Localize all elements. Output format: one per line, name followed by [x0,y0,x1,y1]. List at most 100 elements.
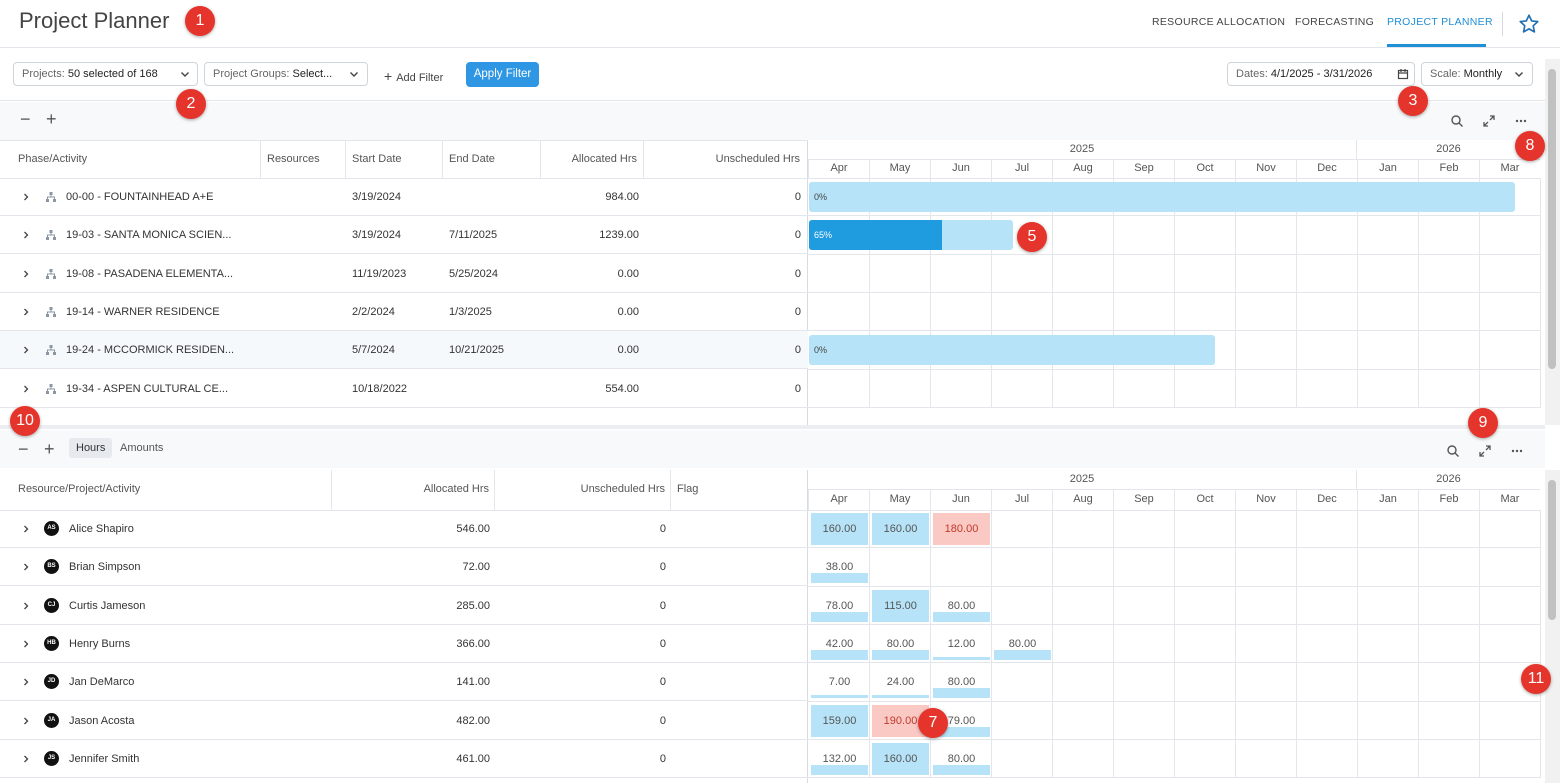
chevron-right-icon[interactable] [21,307,31,317]
end-date: 10/21/2025 [449,344,505,357]
table-row[interactable]: 19-34 - ASPEN CULTURAL CE... 10/18/2022 55… [0,370,808,408]
add-filter-button[interactable]: + Add Filter [384,68,443,84]
gantt-bar[interactable]: 0% [809,182,1515,212]
chevron-right-icon[interactable] [21,384,31,394]
hours-cell[interactable]: 80.00 [947,599,976,612]
collapse-all-button[interactable]: − [20,109,31,129]
hours-cell[interactable]: 80.00 [947,752,976,765]
chevron-right-icon[interactable] [21,677,31,687]
resource-name[interactable]: Jennifer Smith [69,752,140,765]
table-row[interactable]: HB Henry Burns 366.00 0 [0,625,808,663]
col-flag[interactable]: Flag [677,483,699,495]
expand-icon[interactable] [1478,444,1492,458]
more-options-icon[interactable] [1514,114,1528,128]
gantt-bar[interactable]: 65% [809,220,1013,251]
hours-cell[interactable]: 80.00 [1008,637,1037,650]
splitter-handle[interactable] [0,425,1545,429]
hours-cell[interactable]: 180.00 [933,513,990,545]
table-row[interactable]: JA Jason Acosta 482.00 0 [0,702,808,740]
hours-cell[interactable]: 42.00 [825,637,854,650]
hours-cell[interactable]: 38.00 [825,561,854,574]
table-row[interactable]: 00-00 - FOUNTAINHEAD A+E 3/19/2024 984.00 0 [0,178,808,216]
chevron-down-icon [350,72,358,77]
chevron-right-icon[interactable] [21,601,31,611]
expand-all-button[interactable]: + [46,109,57,129]
table-row[interactable]: BS Brian Simpson 72.00 0 [0,548,808,587]
col-unscheduled-hrs[interactable]: Unscheduled Hrs [715,153,800,165]
dates-filter[interactable]: Dates: 4/1/2025 - 3/31/2026 [1227,62,1415,86]
chevron-right-icon[interactable] [21,716,31,726]
col-resource-project-activity[interactable]: Resource/Project/Activity [18,483,141,495]
chevron-right-icon[interactable] [21,345,31,355]
project-groups-filter[interactable]: Project Groups: Select... [204,62,368,86]
hours-cell[interactable]: 159.00 [811,704,868,737]
hours-bar [872,649,929,660]
resource-name[interactable]: Alice Shapiro [69,523,134,535]
search-icon[interactable] [1446,444,1460,458]
chevron-right-icon[interactable] [21,639,31,649]
chevron-right-icon[interactable] [21,230,31,240]
nav-forecasting[interactable]: FORECASTING [1295,16,1375,28]
scale-filter[interactable]: Scale: Monthly [1421,62,1533,86]
nav-resource-allocation[interactable]: RESOURCE ALLOCATION [1152,16,1286,28]
month-label: Dec [1296,159,1357,178]
month-label: Sep [1113,489,1174,510]
table-row[interactable]: 19-08 - PASADENA ELEMENTA... 11/19/2023 5/… [0,255,808,293]
hours-cell[interactable]: 160.00 [811,513,868,545]
gantt-bar-label: 0% [814,345,828,356]
apply-filter-button[interactable]: Apply Filter [466,62,539,87]
col-end-date[interactable]: End Date [449,153,495,165]
table-row[interactable]: JD Jan DeMarco 141.00 0 [0,663,808,702]
table-row[interactable]: 19-03 - SANTA MONICA SCIEN... 3/19/2024 7/… [0,216,808,255]
search-icon[interactable] [1450,114,1464,128]
chevron-right-icon[interactable] [21,562,31,572]
col-resources[interactable]: Resources [267,153,320,165]
col-start-date[interactable]: Start Date [352,153,402,165]
nav-project-planner[interactable]: PROJECT PLANNER [1387,16,1493,28]
resource-name[interactable]: Brian Simpson [69,561,141,574]
chevron-right-icon[interactable] [21,269,31,279]
top-scrollbar[interactable] [1545,59,1560,425]
more-options-icon[interactable] [1510,444,1524,458]
table-row[interactable]: JS Jennifer Smith 461.00 0 [0,740,808,778]
gantt-bar[interactable]: 0% [809,335,1215,366]
chevron-right-icon[interactable] [21,754,31,764]
unscheduled-hrs: 0 [794,344,801,357]
month-label: Aug [1052,489,1113,510]
hours-bar [811,764,868,775]
table-row[interactable]: AS Alice Shapiro 546.00 0 [0,510,808,548]
table-row[interactable]: 19-14 - WARNER RESIDENCE 2/2/2024 1/3/2025… [0,293,808,331]
chevron-right-icon[interactable] [21,192,31,202]
col-unscheduled-hrs[interactable]: Unscheduled Hrs [580,483,665,495]
resource-name[interactable]: Jason Acosta [69,714,135,727]
expand-all-button[interactable]: + [44,439,55,459]
resource-name[interactable]: Jan DeMarco [69,676,135,689]
hours-cell[interactable]: 24.00 [886,676,915,689]
hours-cell[interactable]: 132.00 [822,752,857,765]
projects-filter[interactable]: Projects: 50 selected of 168 [13,62,198,86]
tab-hours[interactable]: Hours [69,438,113,458]
hours-cell[interactable]: 80.00 [886,637,915,650]
hours-cell[interactable]: 80.00 [947,676,976,689]
table-row[interactable]: 19-24 - MCCORMICK RESIDEN... 5/7/2024 10/2… [0,331,808,370]
star-icon[interactable] [1518,13,1540,35]
hours-cell[interactable]: 160.00 [872,513,929,545]
hours-cell[interactable]: 7.00 [828,676,851,689]
collapse-all-button[interactable]: − [18,439,29,459]
hours-cell[interactable]: 115.00 [872,589,929,622]
resource-name[interactable]: Henry Burns [69,637,131,650]
hours-cell[interactable]: 79.00 [947,714,976,727]
allocated-hrs: 285.00 [456,599,490,612]
tab-amounts[interactable]: Amounts [120,442,164,454]
expand-icon[interactable] [1482,114,1496,128]
hours-cell[interactable]: 160.00 [872,742,929,775]
col-allocated-hrs[interactable]: Allocated Hrs [571,153,637,165]
bottom-scrollbar[interactable] [1545,470,1560,783]
resource-name[interactable]: Curtis Jameson [69,599,146,612]
table-row[interactable]: CJ Curtis Jameson 285.00 0 [0,587,808,625]
hours-cell[interactable]: 78.00 [825,599,854,612]
col-phase-activity[interactable]: Phase/Activity [18,153,88,165]
col-allocated-hrs[interactable]: Allocated Hrs [423,483,489,495]
chevron-right-icon[interactable] [21,524,31,534]
hours-cell[interactable]: 12.00 [947,637,976,650]
